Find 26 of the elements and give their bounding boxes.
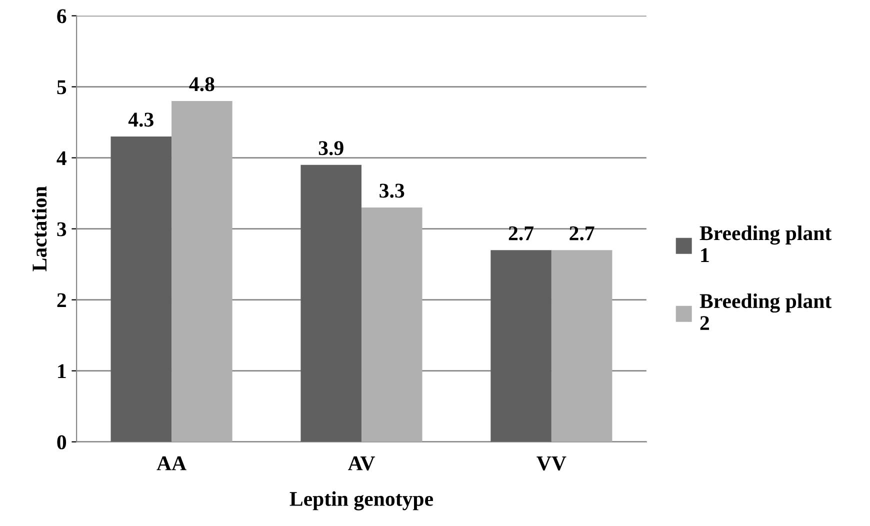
legend-label: Breeding plant 2 [700,293,832,330]
x-axis-title: Leptin genotype [290,491,433,510]
y-tick-label: 6 [57,9,66,24]
legend-label: Breeding plant 1 [700,226,832,262]
bar [110,136,172,442]
bar [172,100,232,442]
data-label: 2.7 [570,226,594,240]
bar [490,250,552,442]
bar [551,250,612,442]
y-tick-label: 0 [57,435,66,450]
y-tick-label: 5 [57,80,66,94]
x-tick-label: AV [348,456,375,470]
y-tick-label: 4 [56,151,66,166]
x-tick-label: VV [536,456,566,470]
data-label: 4.8 [189,77,214,92]
data-label: 2.7 [508,226,534,240]
data-label: 4.3 [128,112,154,127]
x-tick-label: AA [156,456,186,470]
bar [300,164,362,442]
data-label: 3.9 [318,141,344,156]
bar [361,208,422,442]
data-label: 3.3 [380,184,404,198]
y-axis-title: Lactation [32,186,47,272]
y-tick-label: 1 [58,364,66,378]
y-tick-label: 3 [57,222,66,236]
y-tick-label: 2 [57,293,66,308]
